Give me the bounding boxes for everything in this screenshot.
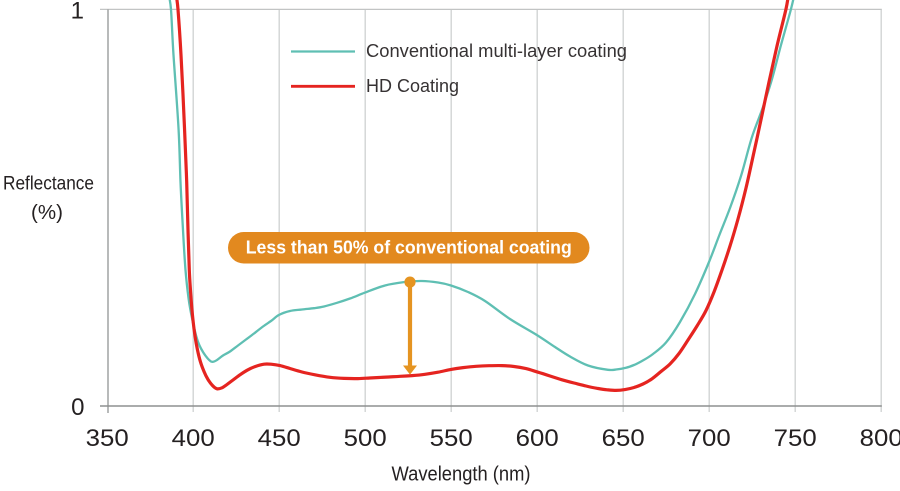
- svg-text:0: 0: [71, 394, 84, 421]
- svg-text:Less than 50% of conventional: Less than 50% of conventional coating: [246, 237, 572, 258]
- svg-text:Conventional multi-layer coati: Conventional multi-layer coating: [366, 41, 627, 61]
- svg-text:700: 700: [688, 425, 731, 452]
- svg-text:800: 800: [860, 425, 900, 452]
- svg-text:500: 500: [344, 425, 387, 452]
- svg-text:HD Coating: HD Coating: [366, 76, 459, 96]
- svg-text:1: 1: [71, 0, 84, 25]
- svg-text:350: 350: [86, 425, 129, 452]
- svg-text:Wavelength (nm): Wavelength (nm): [392, 463, 531, 486]
- svg-text:550: 550: [430, 425, 473, 452]
- svg-text:Reflectance: Reflectance: [3, 174, 94, 195]
- svg-text:(%): (%): [31, 201, 63, 224]
- svg-text:650: 650: [602, 425, 645, 452]
- svg-text:600: 600: [516, 425, 559, 452]
- svg-text:400: 400: [172, 425, 215, 452]
- svg-text:750: 750: [774, 425, 817, 452]
- svg-text:450: 450: [258, 425, 301, 452]
